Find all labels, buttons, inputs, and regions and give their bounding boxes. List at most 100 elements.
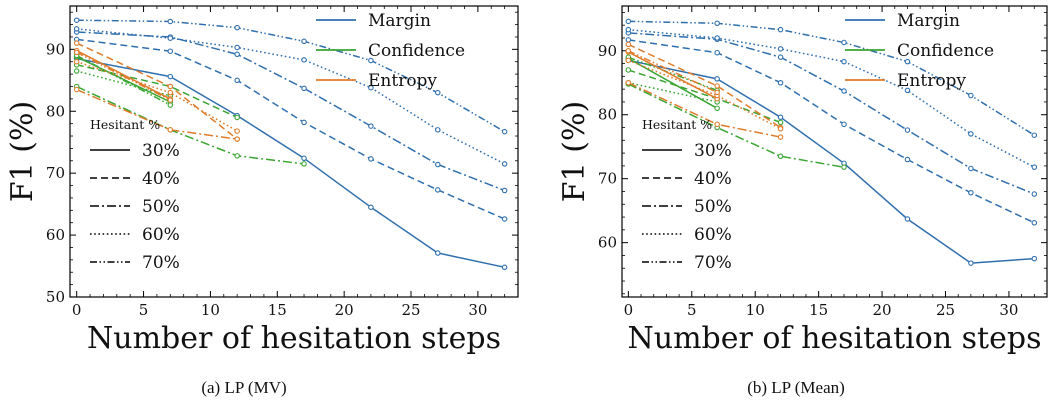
data-point [904,58,911,65]
data-point [368,57,374,64]
data-point [777,46,784,52]
series-line-confidence-50pct [76,85,305,165]
data-point [167,127,174,133]
y-tick-label: 80 [46,102,65,120]
x-tick-label: 30 [468,301,487,319]
data-point [234,44,240,51]
series-line-entropy-40pct [627,43,782,129]
data-point [777,119,784,126]
data-point [625,41,632,48]
x-tick-label: 25 [936,301,955,319]
data-point [301,85,307,92]
data-point [1031,191,1038,197]
data-point [968,190,974,196]
data-point [1031,255,1038,262]
data-point [1031,164,1038,170]
data-point [501,216,508,222]
series-line-confidence-40pct [76,64,238,119]
data-point [167,48,174,54]
hesitant-legend-label: 60% [142,225,180,245]
y-tick-label: 60 [46,226,65,244]
legend-label-margin: Margin [368,11,431,31]
x-tick-label: 25 [401,301,420,319]
data-point [73,86,80,93]
hesitant-legend-label: 40% [694,169,732,189]
data-point [167,102,174,108]
data-point [167,89,174,96]
data-point [501,161,508,167]
data-point [435,89,441,96]
legend-label-entropy: Entropy [368,71,437,91]
data-point [501,264,508,271]
data-point [841,88,847,94]
data-point [368,84,374,91]
y-tick-label: 90 [46,40,65,58]
data-point [73,40,80,46]
data-point [968,92,974,99]
data-point [1031,132,1038,138]
series-line-entropy-60pct [628,59,781,130]
data-point [167,18,174,25]
x-tick-label: 15 [809,301,828,319]
data-point [301,38,307,45]
y-tick-label: 70 [46,164,65,182]
data-point [301,57,307,63]
plot-frame [69,5,519,298]
data-point [234,136,240,142]
data-point [714,105,720,112]
x-tick-label: 0 [624,301,634,319]
y-axis-label: F1 (%) [5,101,40,202]
data-point [625,37,632,43]
series-line-margin-70pct [76,19,505,133]
y-tick-label: 90 [598,42,617,60]
data-point [368,204,374,210]
x-tick-label: 5 [687,301,697,319]
series-line-entropy-30pct [76,49,171,100]
data-point [167,35,174,41]
data-point [234,24,240,31]
data-point [73,26,80,32]
hesitant-legend-label: 30% [142,141,180,161]
x-tick-label: 5 [139,301,149,319]
data-point [167,73,174,80]
x-tick-label: 0 [72,301,82,319]
caption-b: (b) LP (Mean) [747,378,845,397]
data-point [714,20,720,27]
data-point [625,26,632,33]
data-point [841,164,847,170]
data-point [301,155,307,162]
series-line-entropy-70pct [76,51,171,101]
y-axis-label: F1 (%) [557,101,592,202]
data-point [714,83,720,89]
data-point [777,26,784,33]
data-point [968,165,974,172]
plot-frame [621,5,1048,298]
hesitant-legend-title: Hesitant % [642,117,712,132]
legend-label-confidence: Confidence [368,41,465,61]
series-line-confidence-70pct [76,54,171,106]
data-point [73,17,80,23]
data-point [714,49,720,56]
hesitant-legend-label: 40% [142,169,180,189]
data-point [1031,220,1038,226]
data-point [968,131,974,137]
x-tick-label: 30 [999,301,1018,319]
chart-panel-b: 0 5 10 15 20 25 30 60 70 80 90 Number of hesitation… [557,5,1048,356]
legend-label-entropy: Entropy [897,71,966,91]
data-point [167,97,174,103]
data-point [501,187,508,194]
hesitant-legend-label: 70% [142,253,180,273]
hesitant-legend-label: 60% [694,225,732,245]
data-point [841,121,847,128]
data-point [234,114,240,121]
y-tick-label: 60 [598,234,617,252]
data-point [73,49,80,56]
data-point [301,119,307,126]
x-tick-label: 10 [201,301,220,319]
data-point [777,79,784,86]
data-point [234,51,240,58]
data-point [435,161,441,168]
data-point [904,216,911,222]
data-point [435,250,441,256]
